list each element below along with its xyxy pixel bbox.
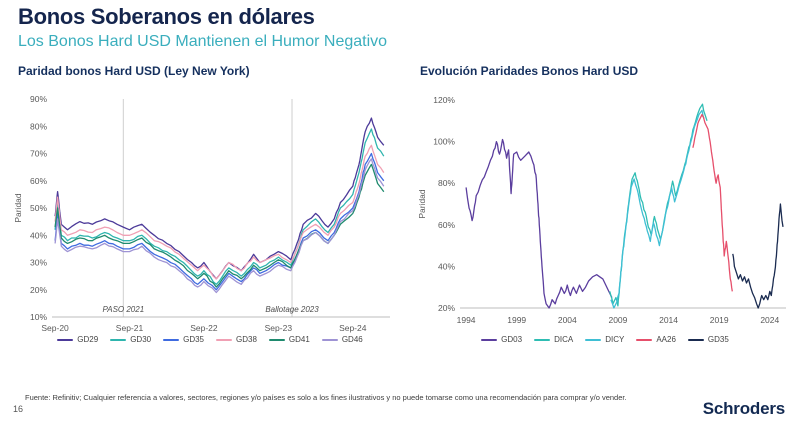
legend-item-gd35: GD35: [163, 335, 204, 344]
legend-swatch-gd41: [268, 338, 285, 341]
y-tick-label: 120%: [433, 95, 455, 105]
x-tick-label: 2024: [760, 315, 779, 325]
y-tick-label: 60%: [30, 176, 47, 186]
legend-item-gd41: GD41: [268, 335, 310, 344]
y-tick-label: 40%: [438, 261, 455, 271]
right-chart-legend: GD03 DICA DICY AA26 GD35: [430, 335, 780, 344]
y-tick-label: 20%: [30, 285, 47, 295]
legend-item-gd35: GD35: [687, 335, 729, 344]
y-tick-label: 90%: [30, 94, 47, 104]
x-tick-label: Sep-23: [265, 323, 293, 333]
left-chart-legend: GD29 GD30 GD35 GD38 GD41 GD46: [28, 335, 392, 344]
y-tick-label: 50%: [30, 203, 47, 213]
legend-label-dicy: DICY: [605, 335, 625, 344]
x-tick-label: Sep-21: [116, 323, 144, 333]
y-tick-label: 70%: [30, 149, 47, 159]
right-chart-canvas: 120% 100% 80% 60% 40% 20%1994 1999 2004 2009 2014…: [417, 95, 786, 325]
series-line-gd38: [54, 144, 385, 280]
legend-label-gd46: GD46: [341, 335, 363, 344]
series-line-gd35: [54, 152, 385, 291]
series-line-gd46: [54, 158, 385, 294]
legend-label-gd03: GD03: [501, 335, 523, 344]
x-tick-label: 2019: [710, 315, 729, 325]
y-tick-label: 10%: [30, 312, 47, 322]
series-line-aa26: [692, 113, 733, 292]
legend-label-gd29: GD29: [77, 335, 99, 344]
y-tick-label: 40%: [30, 230, 47, 240]
y-axis-label: Paridad: [13, 193, 23, 223]
x-tick-label: 1994: [457, 315, 476, 325]
legend-item-gd03: GD03: [481, 335, 522, 344]
legend-label-gd41: GD41: [288, 335, 310, 344]
y-tick-label: 100%: [433, 137, 455, 147]
y-tick-label: 20%: [438, 303, 455, 313]
schroders-logo: Schroders: [702, 399, 785, 418]
source-footnote: Fuente: Refinitiv; Cualquier referencia …: [25, 393, 627, 402]
legend-item-gd29: GD29: [57, 335, 98, 344]
x-tick-label: 2004: [558, 315, 577, 325]
series-line-gd03: [465, 138, 613, 309]
x-tick-label: 1999: [507, 315, 526, 325]
annotation-ballotage-2023: Ballotage 2023: [265, 305, 319, 314]
legend-label-gd30: GD30: [130, 335, 152, 344]
y-tick-label: 80%: [30, 121, 47, 131]
series-line-gd35: [732, 203, 784, 309]
x-tick-label: 2014: [659, 315, 678, 325]
series-line-gd41: [54, 163, 385, 288]
x-tick-label: Sep-22: [190, 323, 218, 333]
x-tick-label: Sep-24: [339, 323, 367, 333]
right-chart-title: Evolución Paridades Bonos Hard USD: [420, 64, 639, 78]
legend-label-dica: DICA: [554, 335, 574, 344]
left-chart-canvas: PASO 2021 Ballotage 2023 90% 80% 70% 60% 50% 40…: [13, 94, 390, 333]
page-subtitle: Los Bonos Hard USD Mantienen el Humor Ne…: [18, 33, 388, 50]
legend-item-gd46: GD46: [321, 335, 363, 344]
legend-label-gd35: GD35: [707, 335, 729, 344]
y-tick-label: 60%: [438, 220, 455, 230]
legend-item-dica: DICA: [534, 335, 573, 344]
legend-label-gd38: GD38: [236, 335, 257, 344]
legend-swatch-gd38: [216, 338, 232, 341]
series-line-gd29: [54, 117, 385, 280]
x-tick-label: Sep-20: [41, 323, 69, 333]
legend-label-aa26: AA26: [656, 335, 676, 344]
legend-swatch-dicy: [585, 338, 602, 341]
series-line-dicy: [610, 109, 705, 309]
legend-swatch-dica: [534, 338, 551, 341]
page-number: 16: [13, 404, 24, 414]
series-line-gd30: [54, 128, 385, 285]
annotation-paso-2021: PASO 2021: [102, 305, 144, 314]
legend-swatch-gd35: [687, 338, 704, 341]
legend-swatch-gd29: [57, 338, 74, 341]
legend-item-aa26: AA26: [636, 335, 676, 344]
legend-item-gd30: GD30: [110, 335, 151, 344]
y-axis-label: Paridad: [417, 189, 427, 219]
legend-item-dicy: DICY: [585, 335, 624, 344]
legend-swatch-gd03: [481, 338, 498, 341]
y-tick-label: 30%: [30, 258, 47, 268]
legend-swatch-gd30: [110, 338, 127, 341]
left-chart-title: Paridad bonos Hard USD (Ley New York): [18, 64, 250, 78]
legend-swatch-aa26: [636, 338, 653, 341]
x-tick-label: 2009: [608, 315, 627, 325]
y-tick-label: 80%: [438, 178, 455, 188]
legend-swatch-gd35: [163, 338, 180, 341]
legend-label-gd35: GD35: [183, 335, 204, 344]
legend-swatch-gd46: [321, 338, 338, 341]
page-title: Bonos Soberanos en dólares: [18, 4, 315, 29]
legend-item-gd38: GD38: [216, 335, 257, 344]
